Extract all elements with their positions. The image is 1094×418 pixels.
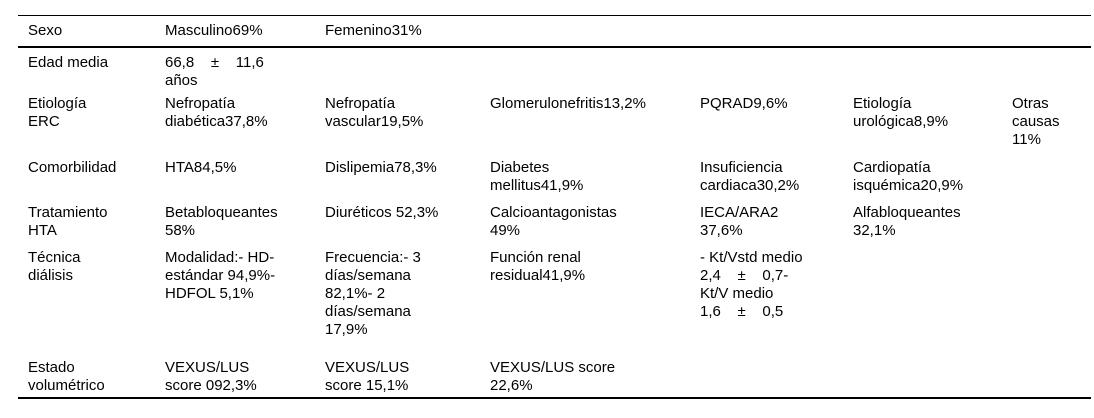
table-header-rule	[18, 46, 1091, 49]
table-cell: Glomerulonefritis13,2%	[490, 95, 646, 112]
table-cell: 66,8 ± 11,6 años	[165, 54, 264, 89]
table-cell: Diabetes mellitus41,9%	[490, 159, 584, 194]
table-cell: Diuréticos 52,3%	[325, 204, 439, 221]
row-label: Tratamiento HTA	[28, 204, 108, 239]
table-cell: Dislipemia78,3%	[325, 159, 437, 176]
table-cell: VEXUS/LUS score 22,6%	[490, 359, 616, 394]
table-cell: Nefropatía diabética37,8%	[165, 95, 268, 130]
row-label: Comorbilidad	[28, 159, 117, 176]
table-cell: Frecuencia:- 3 días/semana 82,1%- 2 días…	[325, 249, 421, 338]
table-cell: Betabloqueantes 58%	[165, 204, 278, 239]
table-top-rule	[18, 15, 1091, 17]
row-label: Edad media	[28, 54, 109, 71]
table-cell: VEXUS/LUS score 15,1%	[325, 359, 410, 394]
row-label: Técnica diálisis	[28, 249, 81, 284]
header-cell: Femenino31%	[325, 22, 422, 39]
header-cell: Masculino69%	[165, 22, 263, 39]
table-cell: Función renal residual41,9%	[490, 249, 586, 284]
table-cell: Calcioantagonistas 49%	[490, 204, 617, 239]
header-cell: Sexo	[28, 22, 63, 39]
row-label: Etiología ERC	[28, 95, 87, 130]
row-label: Estado volumétrico	[28, 359, 105, 394]
table-cell: Cardiopatía isquémica20,9%	[853, 159, 964, 194]
table-cell: Modalidad:- HD- estándar 94,9%- HDFOL 5,…	[165, 249, 276, 302]
table-cell: HTA84,5%	[165, 159, 237, 176]
table-cell: IECA/ARA2 37,6%	[700, 204, 779, 239]
table-cell: PQRAD9,6%	[700, 95, 788, 112]
table-cell: - Kt/Vstd medio 2,4 ± 0,7- Kt/V medio 1,…	[700, 249, 803, 320]
table-cell: Insuficiencia cardiaca30,2%	[700, 159, 800, 194]
table-cell: Alfabloqueantes 32,1%	[853, 204, 961, 239]
table-bottom-rule	[18, 397, 1091, 399]
table-cell: VEXUS/LUS score 092,3%	[165, 359, 257, 394]
table-cell: Nefropatía vascular19,5%	[325, 95, 424, 130]
table-cell: Etiología urológica8,9%	[853, 95, 949, 130]
table-cell: Otras causas 11%	[1012, 95, 1060, 148]
